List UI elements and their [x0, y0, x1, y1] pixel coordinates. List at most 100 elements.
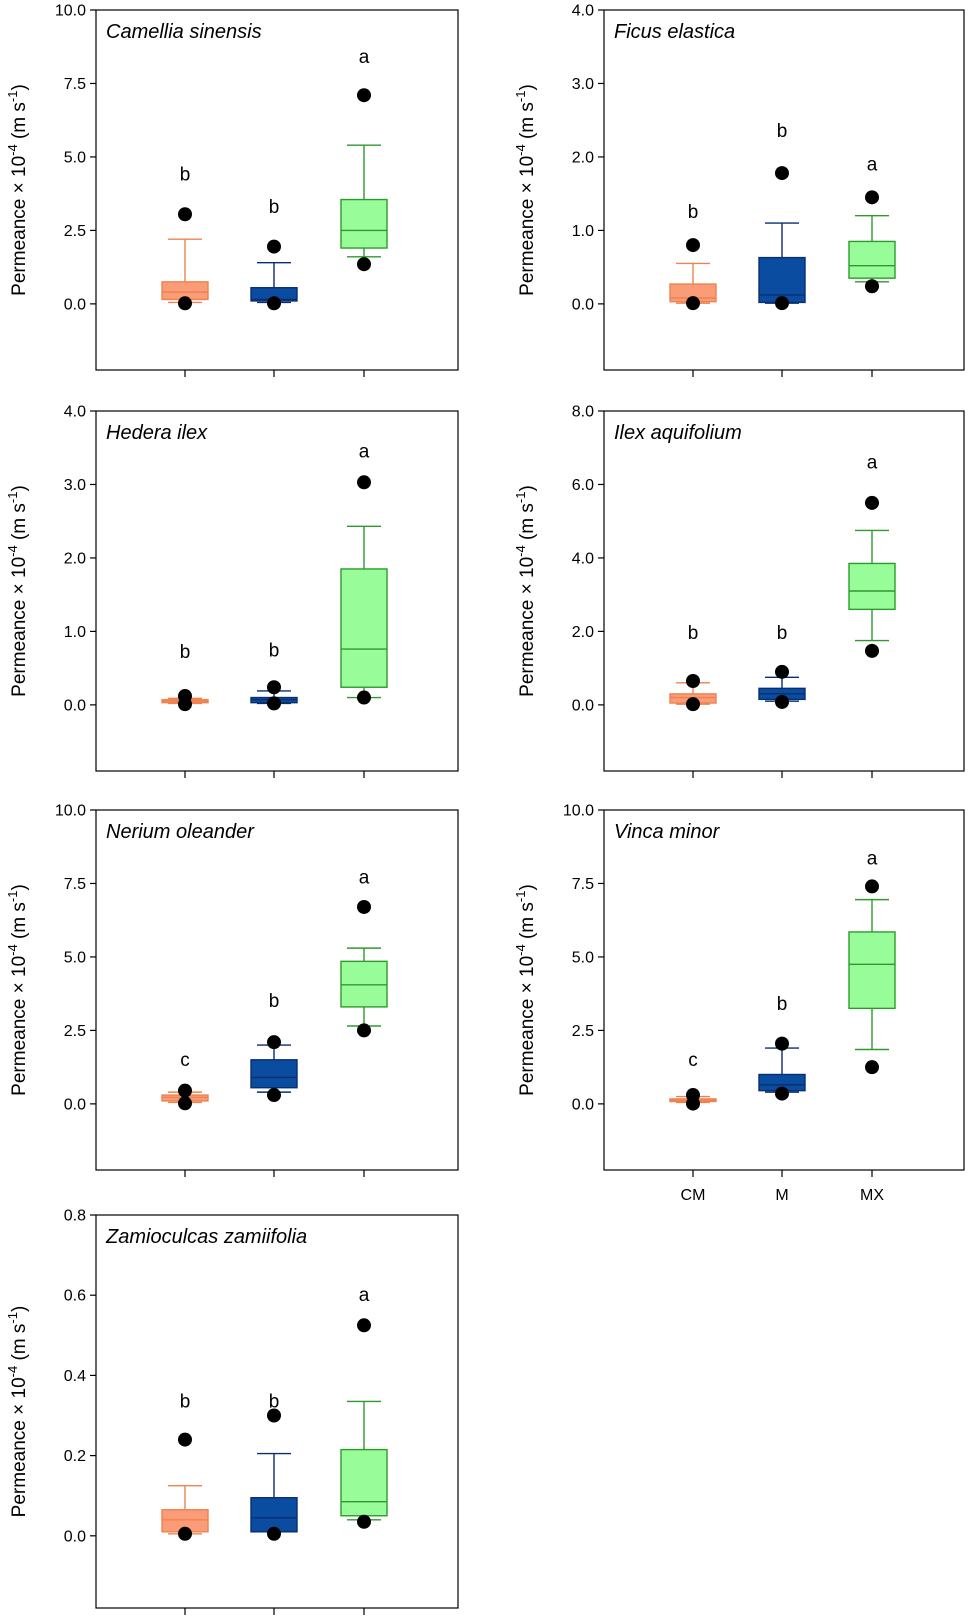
panel-title: Ilex aquifolium: [614, 422, 742, 444]
box-CM: c: [669, 1050, 717, 1111]
y-axis-label: Permeance × 10-4 (m s-1): [513, 884, 538, 1096]
significance-letter: a: [867, 154, 878, 175]
box-MX: a: [848, 154, 896, 294]
category-label: CM: [681, 1187, 706, 1204]
y-tick-label: 0.0: [572, 296, 594, 313]
outlier-point: [178, 1526, 192, 1541]
outlier-point: [865, 495, 879, 510]
significance-letter: a: [867, 848, 878, 869]
outlier-point: [865, 879, 879, 894]
box-CM: c: [161, 1050, 209, 1111]
panel-1: 0.0 1.0 2.0 3.0 4.0 Ficus elastica Permeance ×…: [513, 3, 965, 377]
y-tick-label: 2.0: [572, 624, 594, 641]
y-tick-label: 7.5: [64, 76, 86, 93]
box-CM: b: [161, 642, 209, 712]
y-tick-label: 4.0: [572, 3, 594, 20]
outlier-point: [267, 239, 281, 254]
outlier-point: [865, 1060, 879, 1075]
outlier-point: [267, 680, 281, 695]
significance-letter: a: [359, 868, 370, 889]
iqr-box: [848, 562, 896, 611]
outlier-point: [178, 207, 192, 222]
box-MX: a: [340, 1285, 388, 1529]
y-tick-label: 2.5: [64, 1023, 86, 1040]
significance-letter: b: [269, 197, 280, 218]
outlier-point: [775, 296, 789, 311]
iqr-box: [340, 198, 388, 249]
significance-letter: b: [269, 641, 280, 662]
iqr-box: [848, 931, 896, 1010]
significance-letter: b: [777, 623, 788, 644]
plot-frame: [603, 809, 965, 1171]
outlier-point: [357, 690, 371, 705]
y-tick-label: 0.0: [64, 697, 86, 714]
box-MX: a: [848, 848, 896, 1075]
outlier-point: [357, 899, 371, 914]
outlier-point: [267, 1088, 281, 1103]
outlier-point: [178, 1432, 192, 1447]
outlier-point: [775, 166, 789, 181]
box-M: b: [758, 623, 806, 709]
outlier-point: [357, 257, 371, 272]
panel-title: Camellia sinensis: [106, 21, 262, 43]
y-axis-label: Permeance × 10-4 (m s-1): [5, 84, 30, 296]
iqr-box: [250, 1059, 298, 1089]
y-tick-label: 2.5: [572, 1023, 594, 1040]
iqr-box: [340, 1448, 388, 1517]
plot-frame: [95, 809, 459, 1171]
y-axis-label: Permeance × 10-4 (m s-1): [513, 84, 538, 296]
y-tick-label: 3.0: [64, 477, 86, 494]
outlier-point: [686, 1096, 700, 1111]
significance-letter: b: [777, 121, 788, 142]
panel-title: Nerium oleander: [106, 821, 255, 843]
outlier-point: [178, 1096, 192, 1111]
box-M: b: [250, 641, 298, 711]
significance-letter: b: [688, 202, 699, 223]
outlier-point: [865, 190, 879, 205]
plot-frame: [95, 410, 459, 772]
outlier-point: [267, 696, 281, 711]
y-tick-label: 0.0: [572, 1096, 594, 1113]
outlier-point: [267, 1408, 281, 1423]
box-MX: a: [340, 868, 388, 1038]
panel-5: 0.0 2.5 5.0 7.5 10.0 CM M MX Vinca minor Permeanc…: [513, 803, 965, 1204]
outlier-point: [178, 697, 192, 712]
outlier-point: [178, 296, 192, 311]
outlier-point: [775, 664, 789, 679]
significance-letter: c: [180, 1050, 190, 1071]
box-M: b: [250, 991, 298, 1103]
significance-letter: b: [180, 165, 191, 186]
significance-letter: b: [180, 1391, 191, 1412]
y-tick-label: 5.0: [64, 949, 86, 966]
outlier-point: [357, 1023, 371, 1038]
y-tick-label: 5.0: [64, 149, 86, 166]
box-M: b: [758, 994, 806, 1101]
panel-0: 0.0 2.5 5.0 7.5 10.0 Camellia sinensis Permean…: [5, 3, 459, 377]
iqr-box: [340, 960, 388, 1008]
y-tick-label: 0.2: [64, 1448, 86, 1465]
outlier-point: [357, 1514, 371, 1529]
category-label: MX: [860, 1187, 884, 1204]
outlier-point: [775, 1036, 789, 1051]
box-MX: a: [848, 452, 896, 658]
panel-title: Ficus elastica: [614, 21, 735, 43]
outlier-point: [357, 475, 371, 490]
significance-letter: a: [359, 47, 370, 68]
plot-frame: [95, 9, 459, 371]
outlier-point: [267, 1035, 281, 1050]
panel-6: 0.00.20.40.60.8CMMMXZamioculcas zamiifol…: [5, 1208, 459, 1615]
outlier-point: [686, 674, 700, 688]
y-tick-label: 0.0: [64, 1528, 86, 1545]
plot-frame: [603, 9, 965, 371]
y-tick-label: 10.0: [55, 3, 86, 20]
y-tick-label: 0.0: [64, 1096, 86, 1113]
y-tick-label: 1.0: [64, 624, 86, 641]
outlier-point: [686, 697, 700, 712]
plot-frame: [603, 410, 965, 772]
y-tick-label: 0.6: [64, 1288, 86, 1305]
outlier-point: [686, 296, 700, 311]
panel-title: Zamioculcas zamiifolia: [105, 1226, 307, 1248]
y-tick-label: 2.0: [572, 149, 594, 166]
box-CM: b: [669, 202, 717, 311]
